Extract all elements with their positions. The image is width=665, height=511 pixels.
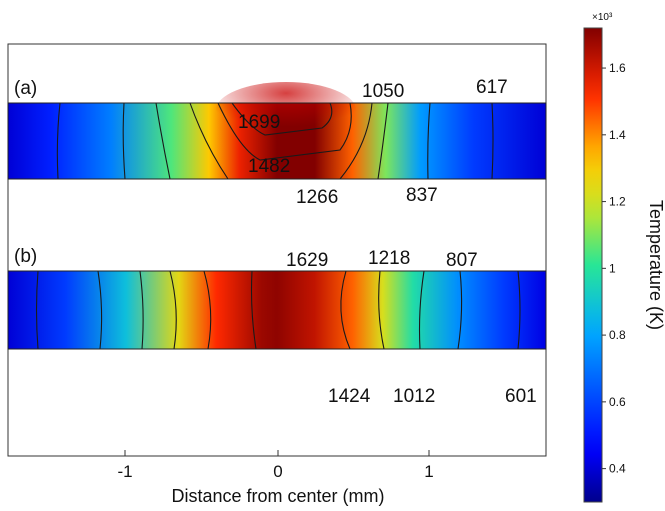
panel-a-contour [491,102,494,180]
panel-a-contour-label: 1266 [296,187,338,208]
colorbar-tick-label: 0.8 [609,328,626,342]
panel-a-label: (a) [14,78,37,99]
panel-a-contours [56,102,494,180]
panel-a-contour-label: 1482 [248,156,290,177]
colorbar-title: Temperature (K) [646,200,665,330]
panel-a-hotspot [216,82,356,138]
panel-b: (b) 1629 1218 807 1424 1012 601 [7,246,547,407]
panel-b-field [8,271,546,349]
colorbar-tick-label: 1 [609,261,616,275]
panel-a-contour-label: 1699 [238,112,280,133]
x-tick-label: 1 [424,462,433,481]
panel-b-contour [169,270,177,350]
panel-a-contour-label: 1050 [362,81,404,102]
panel-b-contour [203,270,212,350]
panel-a-contour [231,102,333,136]
panel-a-contour [377,102,389,180]
panel-a-contour [217,102,352,161]
colorbar-bar [583,27,603,503]
panel-b-contours [35,270,521,350]
colorbar-tick-label: 1.2 [609,195,626,209]
panel-b-contour [457,270,463,350]
panel-a: (a) 1699 1050 617 1482 1266 837 [7,77,547,208]
panel-a-contour-label: 837 [406,185,438,206]
panel-a-border [7,102,547,180]
panel-a-contour [122,102,126,180]
panel-b-label: (b) [14,246,37,267]
colorbar-tick-label: 1.4 [609,128,626,142]
panel-b-contour-label: 601 [505,386,537,407]
panel-b-contour-label: 1218 [368,248,410,269]
colorbar-tick-label: 0.4 [609,462,626,476]
panel-b-contour-label: 1012 [393,386,435,407]
colorbar-tick-label: 1.6 [609,61,626,75]
colorbar: ×10³ 0.4 0.6 0.8 1 1.2 1.4 1.6 Temperatu… [583,12,665,503]
panel-b-contour [35,270,39,350]
x-axis-title: Distance from center (mm) [171,486,384,506]
panel-b-contour-label: 1629 [286,250,328,271]
x-tick-label: -1 [117,462,132,481]
x-axis: -1 0 1 Distance from center (mm) [8,450,546,506]
panel-a-contour [189,102,229,180]
panel-a-contour [155,102,171,180]
panel-b-contour [378,270,385,350]
x-tick-label: 0 [273,462,282,481]
panel-b-contour [418,270,425,350]
panel-b-contour [517,270,521,350]
panel-b-contour-label: 1424 [328,386,371,407]
colorbar-ticks: 0.4 0.6 0.8 1 1.2 1.4 1.6 [602,61,626,476]
panel-b-contour [139,270,144,350]
panel-a-contour-label: 617 [476,77,508,98]
colorbar-tick-label: 0.6 [609,395,626,409]
panel-b-contour [97,270,103,350]
panel-b-contour-label: 807 [446,250,478,271]
panel-a-contour [339,102,373,180]
colorbar-multiplier: ×10³ [592,12,613,23]
panel-a-contour [56,102,61,180]
panel-b-border [7,270,547,350]
panel-a-contour [427,102,431,180]
panel-b-contour [340,270,351,350]
panel-b-contour [250,270,257,350]
